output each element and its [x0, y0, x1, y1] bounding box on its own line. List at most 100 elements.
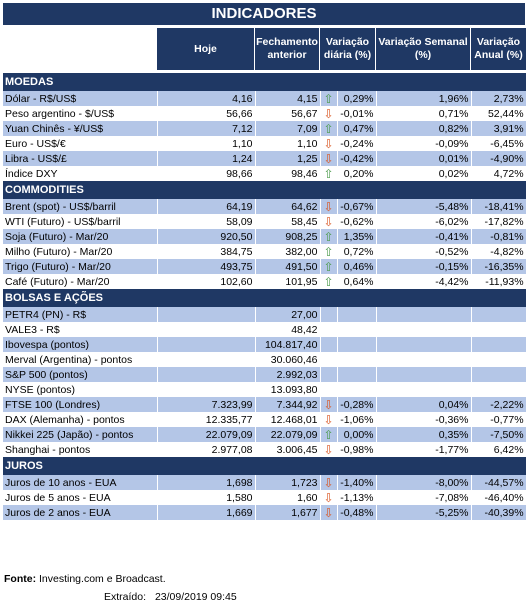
arrow-down-icon: ⇩ — [323, 505, 334, 520]
footer-source-label: Fonte: — [4, 573, 37, 585]
row-name: Soja (Futuro) - Mar/20 — [3, 229, 158, 244]
row-var-anual: 2,73% — [471, 91, 527, 106]
row-name: Peso argentino - $/US$ — [3, 106, 158, 121]
row-var-anual — [471, 322, 527, 337]
row-hoje — [157, 337, 256, 352]
row-fechamento: 908,25 — [255, 229, 321, 244]
row-arrow-cell: ⇩ — [320, 475, 338, 490]
row-fechamento: 56,67 — [255, 106, 321, 121]
section-title: COMMODITIES — [3, 181, 527, 199]
table-row: FTSE 100 (Londres) 7.323,99 7.344,92 ⇩ -0,28… — [3, 397, 527, 412]
row-var-anual — [471, 307, 527, 322]
row-arrow-cell — [320, 352, 338, 367]
row-name: Euro - US$/€ — [3, 136, 158, 151]
table-row: Libra - US$/£ 1,24 1,25 ⇩ -0,42% 0,01% -4,90% — [3, 151, 527, 166]
table-row: PETR4 (PN) - R$ 27,00 — [3, 307, 527, 322]
row-var-semanal: -5,48% — [376, 199, 472, 214]
section-header-row: BOLSAS E AÇÕES — [3, 289, 527, 307]
row-name: Ibovespa (pontos) — [3, 337, 158, 352]
header-var-diaria: Variação diária (%) — [320, 28, 375, 70]
footer-source: Fonte: Investing.com e Broadcast. — [4, 573, 166, 585]
row-var-semanal: 1,96% — [376, 91, 472, 106]
row-name: Juros de 10 anos - EUA — [3, 475, 158, 490]
row-name: FTSE 100 (Londres) — [3, 397, 158, 412]
row-fechamento: 382,00 — [255, 244, 321, 259]
arrow-down-icon: ⇩ — [323, 412, 334, 427]
row-var-diaria — [337, 382, 377, 397]
row-var-semanal: -7,08% — [376, 490, 472, 505]
footer-extracted-label: Extraído: — [104, 591, 147, 603]
row-arrow-cell: ⇧ — [320, 259, 338, 274]
row-var-semanal — [376, 322, 472, 337]
table-row: Índice DXY 98,66 98,46 ⇧ 0,20% 0,02% 4,72% — [3, 166, 527, 181]
row-var-semanal: 0,71% — [376, 106, 472, 121]
row-var-semanal: 0,02% — [376, 166, 472, 181]
row-var-diaria: 0,47% — [337, 121, 377, 136]
table-row: Yuan Chinês - ¥/US$ 7,12 7,09 ⇧ 0,47% 0,82% 3,… — [3, 121, 527, 136]
row-hoje: 1,24 — [157, 151, 256, 166]
row-var-anual: 52,44% — [471, 106, 527, 121]
row-name: NYSE (pontos) — [3, 382, 158, 397]
section-title: BOLSAS E AÇÕES — [3, 289, 527, 307]
row-fechamento: 22.079,09 — [255, 427, 321, 442]
row-fechamento: 2.992,03 — [255, 367, 321, 382]
row-var-semanal: -0,36% — [376, 412, 472, 427]
row-fechamento: 27,00 — [255, 307, 321, 322]
row-var-diaria — [337, 367, 377, 382]
table-title: INDICADORES — [3, 3, 525, 25]
table-row: Dólar - R$/US$ 4,16 4,15 ⇧ 0,29% 1,96% 2,73% — [3, 91, 527, 106]
table-row: Euro - US$/€ 1,10 1,10 ⇩ -0,24% -0,09% -6,45% — [3, 136, 527, 151]
row-var-semanal: -0,41% — [376, 229, 472, 244]
row-var-anual: -46,40% — [471, 490, 527, 505]
row-hoje — [157, 382, 256, 397]
footer-extracted-value: 23/09/2019 09:45 — [154, 591, 237, 603]
row-name: Nikkei 225 (Japão) - pontos — [3, 427, 158, 442]
row-var-diaria: 0,46% — [337, 259, 377, 274]
section-header-row: JUROS — [3, 457, 527, 475]
arrow-up-icon: ⇧ — [323, 274, 334, 289]
arrow-down-icon: ⇩ — [323, 151, 334, 166]
row-hoje: 384,75 — [157, 244, 256, 259]
row-var-anual: 6,42% — [471, 442, 527, 457]
row-var-anual: -40,39% — [471, 505, 527, 520]
row-arrow-cell: ⇩ — [320, 397, 338, 412]
table-row: Trigo (Futuro) - Mar/20 493,75 491,50 ⇧ 0,46… — [3, 259, 527, 274]
row-arrow-cell — [320, 337, 338, 352]
row-hoje — [157, 352, 256, 367]
row-var-diaria: 0,64% — [337, 274, 377, 289]
table-row: Merval (Argentina) - pontos 30.060,46 — [3, 352, 527, 367]
header-blank-cell — [3, 28, 157, 70]
row-hoje: 1,669 — [157, 505, 256, 520]
row-var-anual — [471, 367, 527, 382]
row-var-diaria: -0,24% — [337, 136, 377, 151]
row-arrow-cell: ⇧ — [320, 229, 338, 244]
row-var-semanal: -5,25% — [376, 505, 472, 520]
table-row: Brent (spot) - US$/barril 64,19 64,62 ⇩ -0,6… — [3, 199, 527, 214]
table-row: NYSE (pontos) 13.093,80 — [3, 382, 527, 397]
row-arrow-cell: ⇩ — [320, 199, 338, 214]
row-var-semanal: -6,02% — [376, 214, 472, 229]
header-var-semanal: Variação Semanal (%) — [376, 28, 470, 70]
row-name: Índice DXY — [3, 166, 158, 181]
row-name: Café (Futuro) - Mar/20 — [3, 274, 158, 289]
arrow-down-icon: ⇩ — [323, 442, 334, 457]
row-var-diaria — [337, 307, 377, 322]
row-hoje — [157, 367, 256, 382]
row-arrow-cell: ⇧ — [320, 244, 338, 259]
row-name: Shanghai - pontos — [3, 442, 158, 457]
row-fechamento: 7,09 — [255, 121, 321, 136]
row-var-anual: -0,77% — [471, 412, 527, 427]
row-var-anual: -16,35% — [471, 259, 527, 274]
row-var-anual: -0,81% — [471, 229, 527, 244]
row-var-diaria: 0,00% — [337, 427, 377, 442]
row-fechamento: 491,50 — [255, 259, 321, 274]
row-var-diaria: -0,42% — [337, 151, 377, 166]
row-var-diaria: -1,13% — [337, 490, 377, 505]
table-row: Café (Futuro) - Mar/20 102,60 101,95 ⇧ 0,64%… — [3, 274, 527, 289]
arrow-down-icon: ⇩ — [323, 475, 334, 490]
arrow-down-icon: ⇩ — [323, 106, 334, 121]
row-arrow-cell — [320, 322, 338, 337]
row-var-anual — [471, 352, 527, 367]
row-hoje: 56,66 — [157, 106, 256, 121]
row-hoje — [157, 307, 256, 322]
